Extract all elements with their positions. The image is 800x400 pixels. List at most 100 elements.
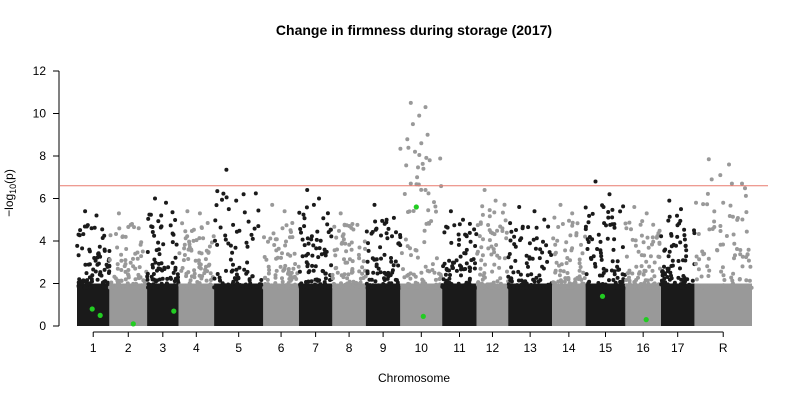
snp-peak-point — [408, 181, 413, 186]
snp-point — [487, 238, 492, 243]
snp-point — [682, 237, 687, 242]
snp-point — [528, 285, 533, 290]
snp-point — [91, 267, 96, 272]
snp-point — [245, 269, 250, 274]
snp-point — [224, 195, 229, 200]
snp-point — [606, 210, 611, 214]
snp-point — [300, 254, 305, 259]
snp-point — [580, 251, 585, 256]
snp-point — [480, 212, 485, 217]
snp-point — [670, 263, 675, 268]
snp-point — [438, 156, 443, 161]
snp-point — [230, 268, 235, 273]
snp-peak-point — [632, 205, 637, 209]
snp-point — [441, 277, 446, 282]
snp-point — [445, 225, 450, 230]
snp-point — [463, 283, 468, 288]
snp-point — [208, 282, 213, 287]
snp-point — [351, 227, 356, 232]
snp-point — [540, 264, 545, 269]
snp-point — [503, 218, 508, 223]
snp-point — [213, 238, 217, 243]
snp-point — [283, 243, 288, 248]
snp-point — [497, 265, 502, 270]
snp-point — [215, 272, 220, 276]
snp-point — [95, 262, 100, 267]
snp-point — [583, 205, 588, 210]
snp-point — [650, 285, 654, 290]
snp-point — [434, 256, 439, 261]
snp-point — [341, 232, 346, 237]
snp-point — [555, 238, 560, 243]
snp-point — [264, 257, 269, 262]
snp-point — [115, 278, 120, 283]
snp-point — [738, 248, 743, 252]
snp-point — [78, 228, 83, 233]
snp-point — [244, 285, 249, 290]
snp-point — [272, 243, 277, 247]
snp-point — [183, 229, 188, 234]
snp-point — [509, 265, 514, 270]
snp-point — [242, 267, 247, 272]
snp-point — [256, 224, 261, 229]
snp-point — [341, 237, 346, 242]
snp-point — [291, 266, 296, 271]
snp-point — [419, 187, 424, 192]
snp-point — [732, 256, 736, 261]
chromosome-7-band — [298, 283, 333, 326]
snp-point — [170, 240, 175, 245]
snp-point — [598, 239, 603, 244]
snp-point — [552, 215, 557, 220]
snp-point — [620, 245, 625, 250]
snp-point — [389, 259, 394, 264]
snp-point — [604, 268, 609, 273]
snp-point — [633, 243, 638, 248]
snp-point — [447, 276, 452, 281]
snp-point — [467, 278, 472, 283]
snp-point — [695, 283, 700, 288]
snp-point — [343, 282, 348, 287]
snp-point — [403, 237, 408, 242]
snp-point — [162, 267, 167, 271]
snp-point — [310, 263, 315, 268]
snp-point — [96, 251, 101, 256]
snp-peak-point — [185, 209, 190, 214]
snp-point — [599, 254, 604, 259]
snp-point — [205, 221, 210, 225]
snp-point — [684, 248, 689, 253]
snp-point — [578, 265, 583, 269]
snp-point — [252, 226, 257, 231]
snp-point — [386, 226, 391, 231]
snp-point — [541, 239, 545, 244]
snp-point — [385, 276, 390, 281]
snp-point — [524, 281, 529, 286]
snp-point — [627, 281, 632, 286]
snp-point — [612, 225, 617, 230]
snp-point — [593, 261, 597, 266]
snp-point — [508, 221, 513, 226]
snp-point — [489, 252, 494, 257]
snp-point — [139, 254, 144, 259]
snp-point — [371, 270, 376, 275]
snp-point — [156, 247, 161, 252]
chromosome-15-band — [585, 283, 626, 326]
snp-point — [374, 226, 379, 231]
snp-point — [280, 226, 285, 231]
snp-point — [566, 277, 571, 282]
snp-point — [473, 261, 477, 266]
snp-point — [458, 284, 463, 289]
snp-point — [477, 234, 482, 239]
snp-point — [207, 244, 212, 249]
snp-point — [413, 280, 418, 285]
chromosome-R-band — [694, 283, 752, 326]
snp-point — [733, 285, 738, 290]
snp-point — [610, 259, 615, 264]
x-tick-label: 13 — [523, 341, 537, 355]
snp-peak-point — [493, 198, 498, 203]
snp-point — [389, 256, 393, 260]
snp-point — [413, 248, 418, 252]
snp-point — [195, 280, 200, 284]
snp-point — [106, 271, 111, 275]
snp-point — [448, 285, 453, 290]
snp-point — [379, 284, 383, 288]
